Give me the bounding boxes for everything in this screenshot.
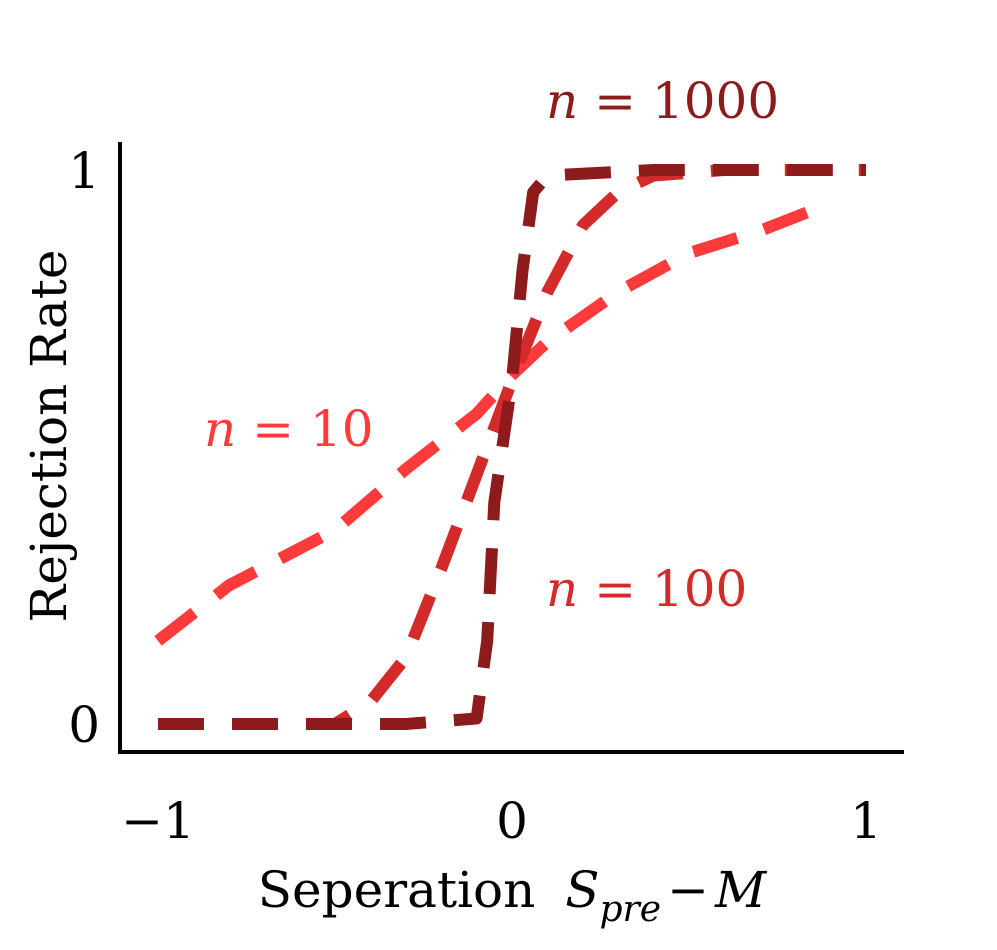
x-tick-label-2: 1 <box>850 792 882 850</box>
x-axis-label-subscript: pre <box>600 889 662 930</box>
series-label-var-0: n <box>204 400 236 458</box>
plot-area <box>154 164 866 730</box>
y-tick-label-0: 0 <box>68 696 100 754</box>
series-label-var-1: n <box>546 560 578 618</box>
series-label-value-0: = 10 <box>236 400 373 458</box>
series-label-1: n = 100 <box>546 560 747 618</box>
series-label-value-2: = 1000 <box>578 72 779 130</box>
x-axis-label: Seperation Spre − M <box>258 861 768 930</box>
x-axis-label-symbol-s: S <box>565 861 599 919</box>
series-label-0: n = 10 <box>204 400 374 458</box>
series-label-2: n = 1000 <box>546 72 779 130</box>
series-label-var-2: n <box>546 72 578 130</box>
series-line-1 <box>158 164 866 730</box>
x-axis-label-operator: − <box>667 861 709 919</box>
series-line-2 <box>158 164 866 730</box>
y-tick-labels: 01 <box>68 142 100 754</box>
x-tick-label-1: 0 <box>496 792 528 850</box>
y-axis-label: Rejection Rate <box>20 250 78 623</box>
x-axis-label-text: Seperation <box>258 861 536 919</box>
x-tick-label-0: −1 <box>121 792 195 850</box>
x-tick-labels: −1 0 1 <box>121 792 882 850</box>
x-axis-label-symbol-m: M <box>714 861 768 919</box>
y-tick-label-1: 1 <box>68 142 100 200</box>
series-line-0 <box>154 197 833 646</box>
series-label-value-1: = 100 <box>578 560 747 618</box>
